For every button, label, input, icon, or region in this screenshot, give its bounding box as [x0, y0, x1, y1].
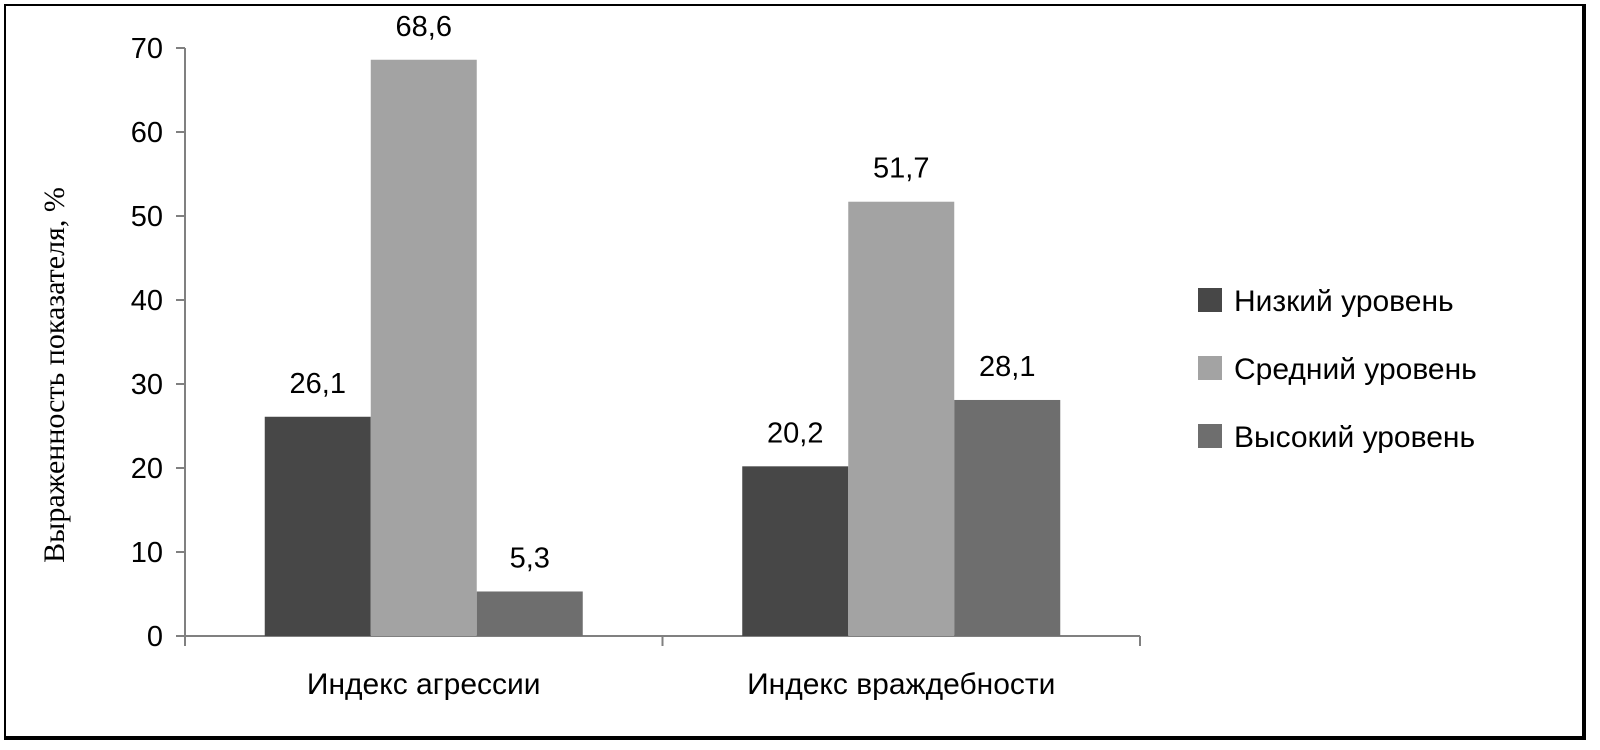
legend: Низкий уровень Средний уровень Высокий уро… — [1198, 285, 1477, 454]
x-category-label: Индекс агрессии — [307, 668, 541, 701]
x-category-label: Индекс враждебности — [747, 668, 1055, 701]
data-label: 5,3 — [510, 542, 550, 574]
legend-label: Низкий уровень — [1234, 285, 1454, 318]
bar — [370, 59, 477, 636]
bars: 26,1 68,6 5,3 20,2 51,7 28,1 — [264, 11, 1061, 636]
y-tick-label: 10 — [131, 537, 163, 569]
bar — [954, 399, 1061, 636]
y-axis-label: Выраженность показателя, % — [38, 187, 71, 563]
axes: 0 10 20 30 40 50 60 70 Индекс агрессии Индекс вра… — [131, 33, 1141, 701]
y-tick-label: 50 — [131, 201, 163, 233]
y-tick-label: 40 — [131, 285, 163, 317]
y-tick-label: 70 — [131, 33, 163, 65]
legend-label: Высокий уровень — [1234, 421, 1475, 454]
legend-swatch — [1198, 424, 1222, 448]
chart-frame — [4, 4, 1586, 740]
data-label: 28,1 — [979, 351, 1035, 383]
bar — [742, 466, 849, 636]
bar — [848, 201, 955, 636]
y-tick-label: 20 — [131, 453, 163, 485]
data-label: 26,1 — [290, 368, 346, 400]
data-label: 68,6 — [396, 11, 452, 43]
y-tick-label: 0 — [147, 621, 163, 653]
bar — [264, 416, 371, 636]
legend-swatch — [1198, 356, 1222, 380]
data-label: 51,7 — [873, 153, 929, 185]
y-tick-label: 60 — [131, 117, 163, 149]
legend-swatch — [1198, 288, 1222, 312]
y-tick-label: 30 — [131, 369, 163, 401]
data-label: 20,2 — [767, 417, 823, 449]
bar — [476, 591, 583, 636]
legend-label: Средний уровень — [1234, 353, 1477, 386]
